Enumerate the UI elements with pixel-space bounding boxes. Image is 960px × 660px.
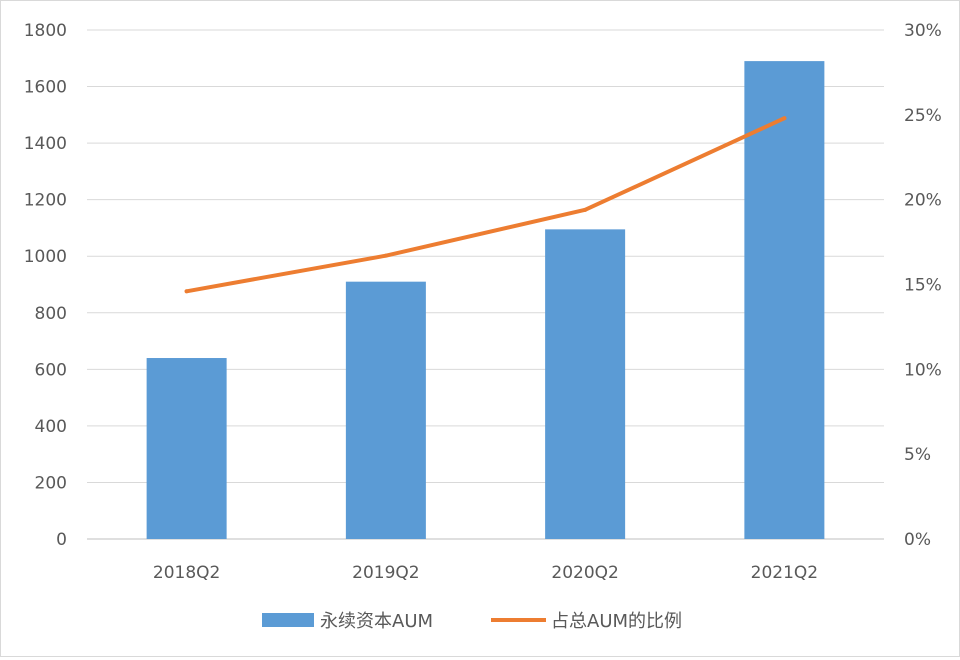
y-tick-label: 200 [35, 473, 67, 493]
legend: 永续资本AUM 占总AUM的比例 [262, 611, 682, 632]
bar [744, 61, 825, 539]
line-series [184, 116, 787, 294]
y2-tick-label: 30% [904, 21, 942, 41]
y2-tick-label: 25% [904, 106, 942, 126]
line-point [383, 253, 388, 258]
series-line [184, 116, 787, 294]
y2-tick-label: 20% [904, 191, 942, 211]
x-tick-label: 2019Q2 [352, 563, 419, 583]
y-tick-label: 600 [35, 360, 67, 380]
line-point [184, 289, 189, 294]
y-tick-label: 1000 [24, 247, 67, 267]
y-tick-label: 1400 [24, 134, 67, 154]
category-axis-ticks: 2018Q2 2019Q2 2020Q2 2021Q2 [153, 563, 818, 583]
y2-tick-label: 15% [904, 276, 942, 296]
y-tick-label: 800 [35, 304, 67, 324]
y2-tick-label: 0% [904, 530, 931, 550]
y-tick-label: 1800 [24, 21, 67, 41]
bar [146, 358, 227, 539]
line-point [583, 207, 588, 212]
legend-swatch-bar [262, 613, 314, 627]
bar [545, 229, 626, 539]
x-tick-label: 2018Q2 [153, 563, 220, 583]
bar-series [146, 61, 825, 539]
y-tick-label: 1200 [24, 191, 67, 211]
right-axis-ticks: 0% 5% 10% 15% 20% 25% 30% [904, 21, 942, 550]
legend-label: 占总AUM的比例 [551, 611, 682, 632]
left-axis-ticks: 0 200 400 600 800 1000 1200 1400 1600 1800 [24, 21, 67, 550]
y-tick-label: 400 [35, 417, 67, 437]
x-tick-label: 2021Q2 [751, 563, 818, 583]
y2-tick-label: 10% [904, 360, 942, 380]
legend-label: 永续资本AUM [320, 611, 433, 632]
x-tick-label: 2020Q2 [551, 563, 618, 583]
y2-tick-label: 5% [904, 445, 931, 465]
line-point [782, 116, 787, 121]
y-tick-label: 0 [56, 530, 67, 550]
y-tick-label: 1600 [24, 78, 67, 98]
bar [345, 281, 426, 539]
